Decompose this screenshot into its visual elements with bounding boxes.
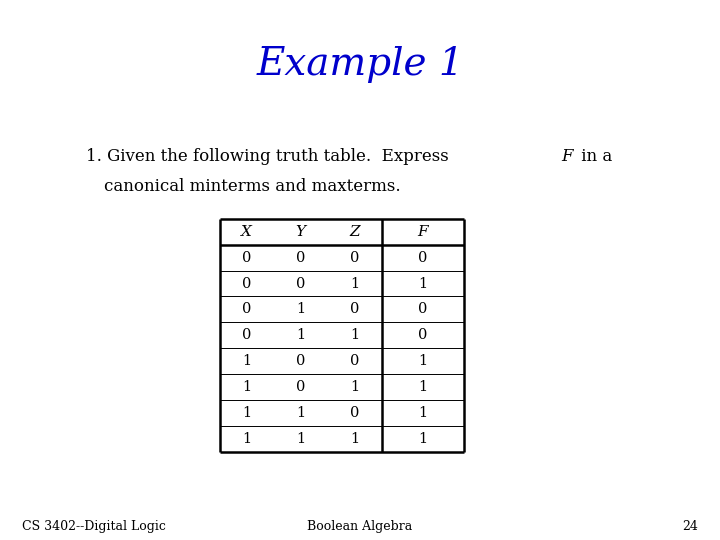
Text: 0: 0 — [350, 251, 359, 265]
Text: Example 1: Example 1 — [256, 46, 464, 83]
Text: 1: 1 — [242, 354, 251, 368]
Text: 0: 0 — [296, 380, 305, 394]
Text: 0: 0 — [242, 302, 251, 316]
Text: X: X — [241, 225, 252, 239]
Text: 0: 0 — [350, 406, 359, 420]
Text: 1: 1 — [296, 328, 305, 342]
Text: 24: 24 — [683, 520, 698, 533]
Text: 0: 0 — [418, 302, 428, 316]
Text: Boolean Algebra: Boolean Algebra — [307, 520, 413, 533]
Text: 0: 0 — [296, 251, 305, 265]
Text: 1: 1 — [296, 302, 305, 316]
Text: canonical minterms and maxterms.: canonical minterms and maxterms. — [104, 178, 401, 195]
Text: Y: Y — [295, 225, 306, 239]
Text: 1: 1 — [350, 380, 359, 394]
Text: 1. Given the following truth table.  Express: 1. Given the following truth table. Expr… — [86, 148, 454, 165]
Text: in a: in a — [576, 148, 612, 165]
Text: 0: 0 — [418, 251, 428, 265]
Text: 1: 1 — [350, 276, 359, 291]
Text: F: F — [418, 225, 428, 239]
Text: 0: 0 — [242, 276, 251, 291]
Text: 0: 0 — [296, 276, 305, 291]
Text: 0: 0 — [418, 328, 428, 342]
Text: 1: 1 — [296, 406, 305, 420]
Text: 0: 0 — [242, 328, 251, 342]
Text: 1: 1 — [242, 432, 251, 446]
Text: 0: 0 — [296, 354, 305, 368]
Text: Z: Z — [349, 225, 360, 239]
Text: 1: 1 — [350, 432, 359, 446]
Text: 1: 1 — [418, 432, 428, 446]
Text: 1: 1 — [418, 406, 428, 420]
Text: 1: 1 — [350, 328, 359, 342]
Text: 0: 0 — [350, 354, 359, 368]
Text: 0: 0 — [242, 251, 251, 265]
Text: 1: 1 — [418, 354, 428, 368]
Text: 1: 1 — [242, 380, 251, 394]
Text: 1: 1 — [418, 276, 428, 291]
Text: 1: 1 — [242, 406, 251, 420]
Text: 1: 1 — [296, 432, 305, 446]
Text: 1: 1 — [418, 380, 428, 394]
Text: F: F — [561, 148, 572, 165]
Text: CS 3402--Digital Logic: CS 3402--Digital Logic — [22, 520, 166, 533]
Text: 0: 0 — [350, 302, 359, 316]
